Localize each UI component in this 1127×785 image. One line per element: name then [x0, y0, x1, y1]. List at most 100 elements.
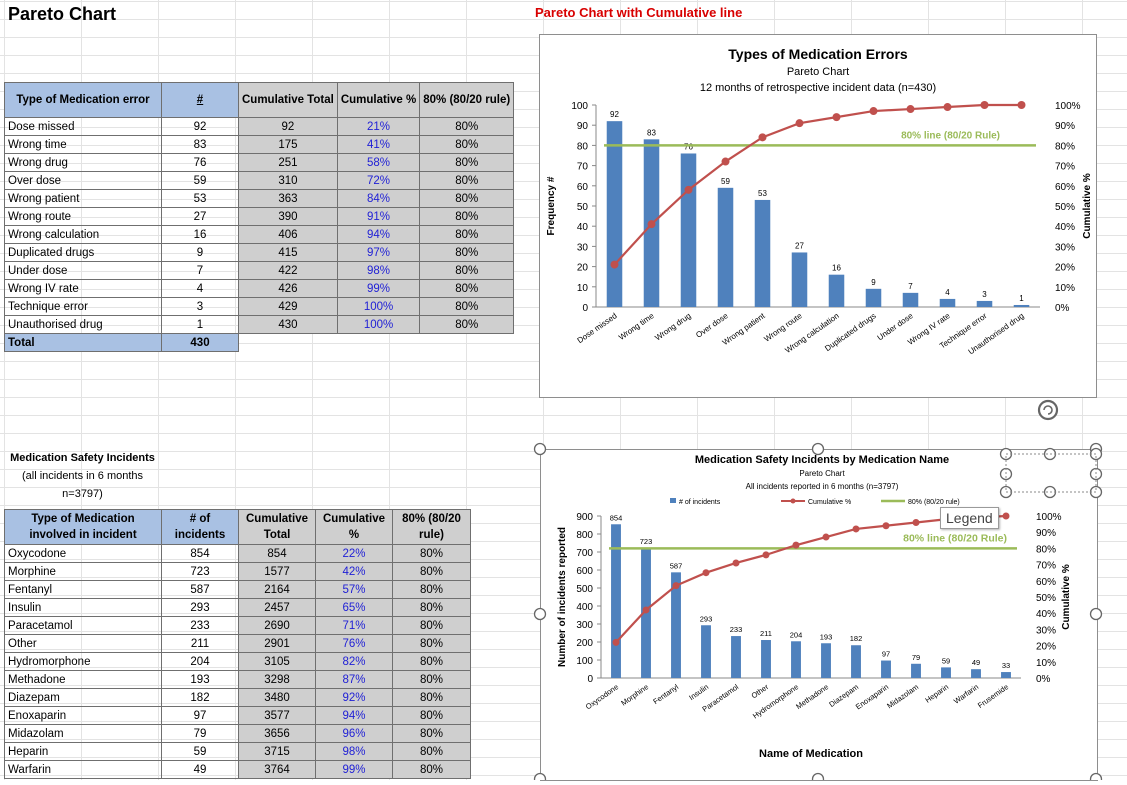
cell-cumulative-total[interactable]: 3480 — [238, 688, 316, 707]
table-row[interactable]: Other 211 2901 76% 80% — [4, 634, 471, 653]
cell-cumulative-total[interactable]: 3715 — [238, 742, 316, 761]
cell-name[interactable]: Fentanyl — [4, 580, 162, 599]
cell-80-rule[interactable]: 80% — [419, 153, 515, 172]
cell-cumulative-pct[interactable]: 57% — [315, 580, 393, 599]
pareto-chart-medications[interactable]: Medication Safety Incidents by Medicatio… — [540, 449, 1098, 781]
pareto-chart-errors[interactable]: Types of Medication Errors Pareto Chart 12… — [539, 34, 1097, 398]
cell-cumulative-total[interactable]: 3656 — [238, 724, 316, 743]
cell-cumulative-pct[interactable]: 99% — [315, 760, 393, 779]
cell-cumulative-pct[interactable]: 91% — [336, 207, 421, 226]
cell-80-rule[interactable]: 80% — [392, 598, 471, 617]
cell-cumulative-total[interactable]: 3764 — [238, 760, 316, 779]
cell-name[interactable]: Over dose — [4, 171, 162, 190]
cell-80-rule[interactable]: 80% — [419, 315, 515, 334]
cell-80-rule[interactable]: 80% — [419, 207, 515, 226]
cell-cumulative-pct[interactable]: 22% — [315, 544, 393, 563]
table-row[interactable]: Over dose 59 310 72% 80% — [4, 171, 515, 190]
cell-80-rule[interactable]: 80% — [392, 760, 471, 779]
cell-cumulative-total[interactable]: 3105 — [238, 652, 316, 671]
cell-cumulative-pct[interactable]: 71% — [315, 616, 393, 635]
cell-80-rule[interactable]: 80% — [419, 243, 515, 262]
table-row[interactable]: Unauthorised drug 1 430 100% 80% — [4, 315, 515, 334]
cell-cumulative-total[interactable]: 3577 — [238, 706, 316, 725]
cell-cumulative-total[interactable]: 430 — [238, 315, 338, 334]
cell-cumulative-total[interactable]: 406 — [238, 225, 338, 244]
header-cumulative-pct[interactable]: Cumulative % — [336, 82, 421, 118]
cell-cumulative-pct[interactable]: 98% — [336, 261, 421, 280]
cell-name[interactable]: Wrong patient — [4, 189, 162, 208]
cell-count[interactable]: 49 — [161, 760, 239, 779]
total-label[interactable]: Total — [4, 333, 162, 352]
cell-80-rule[interactable]: 80% — [419, 261, 515, 280]
header-incidents[interactable]: # of incidents — [161, 509, 239, 545]
cell-cumulative-pct[interactable]: 65% — [315, 598, 393, 617]
cell-80-rule[interactable]: 80% — [392, 616, 471, 635]
cell-cumulative-pct[interactable]: 100% — [336, 315, 421, 334]
table-row[interactable]: Duplicated drugs 9 415 97% 80% — [4, 243, 515, 262]
cell-cumulative-total[interactable]: 2457 — [238, 598, 316, 617]
cell-count[interactable]: 233 — [161, 616, 239, 635]
header-80-rule[interactable]: 80% (80/20 rule) — [392, 509, 471, 545]
table-row[interactable]: Hydromorphone 204 3105 82% 80% — [4, 652, 471, 671]
cell-name[interactable]: Under dose — [4, 261, 162, 280]
cell-name[interactable]: Morphine — [4, 562, 162, 581]
cell-name[interactable]: Insulin — [4, 598, 162, 617]
cell-name[interactable]: Hydromorphone — [4, 652, 162, 671]
cell-cumulative-pct[interactable]: 82% — [315, 652, 393, 671]
cell-80-rule[interactable]: 80% — [392, 742, 471, 761]
cell-80-rule[interactable]: 80% — [392, 706, 471, 725]
table-row[interactable]: Wrong calculation 16 406 94% 80% — [4, 225, 515, 244]
cell-name[interactable]: Other — [4, 634, 162, 653]
cell-80-rule[interactable]: 80% — [419, 189, 515, 208]
cell-cumulative-total[interactable]: 363 — [238, 189, 338, 208]
table-row[interactable]: Diazepam 182 3480 92% 80% — [4, 688, 471, 707]
cell-count[interactable]: 16 — [161, 225, 239, 244]
table-row[interactable]: Oxycodone 854 854 22% 80% — [4, 544, 471, 563]
header-count[interactable]: # — [161, 82, 239, 118]
medication-incident-table[interactable]: Type of Medication involved in incident … — [4, 509, 471, 779]
table-row[interactable]: Wrong patient 53 363 84% 80% — [4, 189, 515, 208]
cell-cumulative-total[interactable]: 415 — [238, 243, 338, 262]
table-row[interactable]: Morphine 723 1577 42% 80% — [4, 562, 471, 581]
table-row[interactable]: Wrong IV rate 4 426 99% 80% — [4, 279, 515, 298]
medication-error-table[interactable]: Type of Medication error # Cumulative To… — [4, 82, 515, 352]
cell-cumulative-total[interactable]: 175 — [238, 135, 338, 154]
cell-80-rule[interactable]: 80% — [392, 670, 471, 689]
cell-cumulative-pct[interactable]: 99% — [336, 279, 421, 298]
table-row[interactable]: Methadone 193 3298 87% 80% — [4, 670, 471, 689]
cell-cumulative-total[interactable]: 422 — [238, 261, 338, 280]
cell-name[interactable]: Duplicated drugs — [4, 243, 162, 262]
header-cumulative-total[interactable]: Cumulative Total — [238, 509, 316, 545]
cell-name[interactable]: Heparin — [4, 742, 162, 761]
cell-cumulative-pct[interactable]: 41% — [336, 135, 421, 154]
cell-name[interactable]: Diazepam — [4, 688, 162, 707]
cell-cumulative-total[interactable]: 390 — [238, 207, 338, 226]
cell-count[interactable]: 59 — [161, 742, 239, 761]
table-row[interactable]: Warfarin 49 3764 99% 80% — [4, 760, 471, 779]
cell-cumulative-pct[interactable]: 42% — [315, 562, 393, 581]
cell-count[interactable]: 293 — [161, 598, 239, 617]
header-cumulative-total[interactable]: Cumulative Total — [238, 82, 338, 118]
cell-cumulative-total[interactable]: 429 — [238, 297, 338, 316]
cell-cumulative-pct[interactable]: 92% — [315, 688, 393, 707]
table-row[interactable]: Fentanyl 587 2164 57% 80% — [4, 580, 471, 599]
cell-cumulative-total[interactable]: 2164 — [238, 580, 316, 599]
total-value[interactable]: 430 — [161, 333, 239, 352]
table-row[interactable]: Wrong route 27 390 91% 80% — [4, 207, 515, 226]
cell-80-rule[interactable]: 80% — [419, 171, 515, 190]
table-row[interactable]: Wrong time 83 175 41% 80% — [4, 135, 515, 154]
table-row[interactable]: Heparin 59 3715 98% 80% — [4, 742, 471, 761]
cell-cumulative-total[interactable]: 310 — [238, 171, 338, 190]
table-row[interactable]: Insulin 293 2457 65% 80% — [4, 598, 471, 617]
table-row[interactable]: Enoxaparin 97 3577 94% 80% — [4, 706, 471, 725]
cell-cumulative-pct[interactable]: 98% — [315, 742, 393, 761]
cell-cumulative-pct[interactable]: 94% — [336, 225, 421, 244]
cell-cumulative-pct[interactable]: 58% — [336, 153, 421, 172]
cell-cumulative-pct[interactable]: 76% — [315, 634, 393, 653]
cell-80-rule[interactable]: 80% — [392, 562, 471, 581]
cell-cumulative-total[interactable]: 92 — [238, 117, 338, 136]
cell-cumulative-pct[interactable]: 96% — [315, 724, 393, 743]
cell-80-rule[interactable]: 80% — [419, 225, 515, 244]
table-row[interactable]: Wrong drug 76 251 58% 80% — [4, 153, 515, 172]
cell-cumulative-pct[interactable]: 84% — [336, 189, 421, 208]
